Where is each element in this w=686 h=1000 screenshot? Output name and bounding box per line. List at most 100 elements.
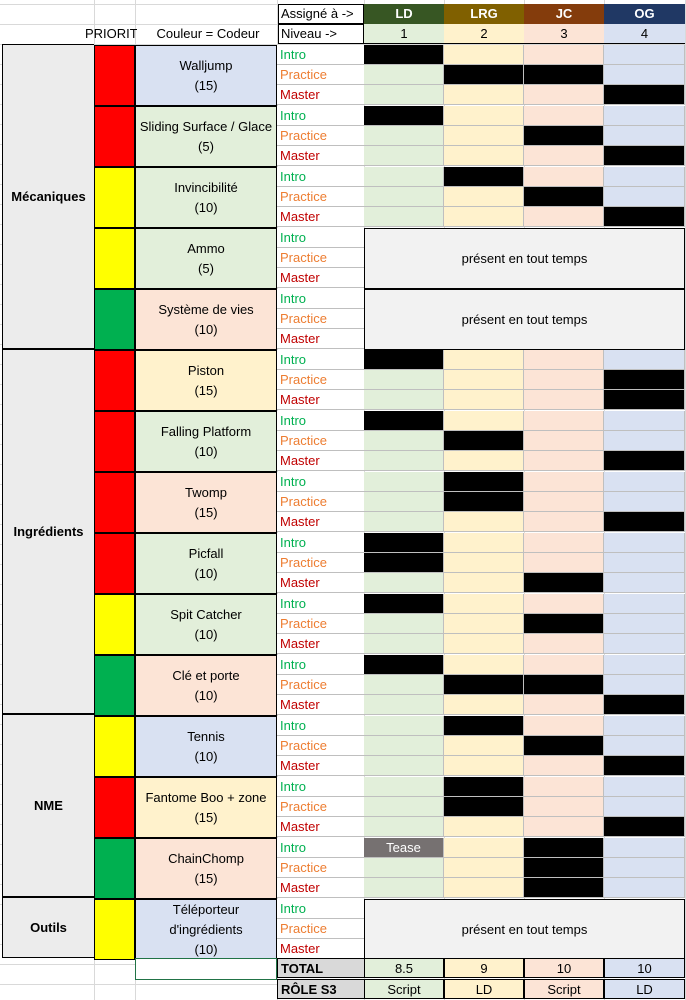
feature-cell[interactable]: Invincibilité (10): [135, 167, 277, 228]
level-cell[interactable]: [604, 411, 685, 431]
level-cell[interactable]: [524, 370, 604, 390]
level-cell[interactable]: [604, 85, 685, 105]
level-cell[interactable]: [604, 126, 685, 146]
level-cell[interactable]: [524, 553, 604, 573]
team-header-og[interactable]: OG: [604, 4, 685, 24]
team-header-jc[interactable]: JC: [524, 4, 604, 24]
feature-cell[interactable]: Clé et porte (10): [135, 655, 277, 716]
feature-cell[interactable]: Fantome Boo + zone (15): [135, 777, 277, 838]
level-cell[interactable]: [604, 533, 685, 553]
level-cell[interactable]: [444, 126, 524, 146]
feature-cell[interactable]: Téléporteur d'ingrédients (10): [135, 899, 277, 960]
level-cell[interactable]: [604, 655, 685, 675]
level-cell[interactable]: [604, 817, 685, 837]
level-cell[interactable]: [444, 167, 524, 187]
level-cell[interactable]: [604, 350, 685, 370]
feature-cell[interactable]: Ammo (5): [135, 228, 277, 289]
level-cell[interactable]: [444, 777, 524, 797]
level-cell[interactable]: [364, 777, 444, 797]
level-cell[interactable]: [364, 634, 444, 654]
level-cell[interactable]: [364, 350, 444, 370]
level-cell[interactable]: [524, 492, 604, 512]
level-cell[interactable]: [364, 472, 444, 492]
level-cell[interactable]: [364, 675, 444, 695]
level-cell[interactable]: [524, 716, 604, 736]
level-cell[interactable]: [524, 695, 604, 715]
level-cell[interactable]: [524, 797, 604, 817]
level-cell[interactable]: [524, 533, 604, 553]
level-cell[interactable]: [364, 85, 444, 105]
level-cell[interactable]: [444, 492, 524, 512]
level-cell[interactable]: [604, 146, 685, 166]
level-cell[interactable]: [524, 207, 604, 227]
level-cell[interactable]: [524, 106, 604, 126]
level-cell[interactable]: [524, 736, 604, 756]
level-cell[interactable]: [444, 594, 524, 614]
level-cell[interactable]: [364, 411, 444, 431]
level-cell[interactable]: [524, 146, 604, 166]
level-cell[interactable]: [524, 777, 604, 797]
level-cell[interactable]: [444, 451, 524, 471]
feature-cell[interactable]: Walljump (15): [135, 45, 277, 106]
level-cell[interactable]: [444, 736, 524, 756]
level-cell[interactable]: [364, 716, 444, 736]
level-cell[interactable]: [444, 146, 524, 166]
feature-cell[interactable]: Spit Catcher (10): [135, 594, 277, 655]
level-cell[interactable]: [604, 167, 685, 187]
level-cell[interactable]: [364, 655, 444, 675]
level-cell[interactable]: [524, 634, 604, 654]
feature-cell[interactable]: Picfall (10): [135, 533, 277, 594]
level-cell[interactable]: [444, 85, 524, 105]
level-cell[interactable]: [364, 45, 444, 65]
level-cell[interactable]: [604, 451, 685, 471]
level-cell[interactable]: [524, 65, 604, 85]
feature-cell[interactable]: Tennis (10): [135, 716, 277, 777]
level-cell[interactable]: [364, 553, 444, 573]
level-cell[interactable]: [444, 858, 524, 878]
level-cell[interactable]: [604, 797, 685, 817]
level-cell[interactable]: [364, 126, 444, 146]
level-cell[interactable]: [524, 858, 604, 878]
level-cell[interactable]: [364, 858, 444, 878]
level-cell[interactable]: [444, 390, 524, 410]
level-cell[interactable]: [524, 187, 604, 207]
level-cell[interactable]: [364, 695, 444, 715]
level-cell[interactable]: [444, 45, 524, 65]
team-header-lrg[interactable]: LRG: [444, 4, 524, 24]
level-cell[interactable]: [444, 817, 524, 837]
level-cell[interactable]: [444, 716, 524, 736]
level-cell[interactable]: [604, 65, 685, 85]
level-cell[interactable]: [604, 756, 685, 776]
level-cell[interactable]: [524, 512, 604, 532]
level-cell[interactable]: [524, 594, 604, 614]
level-cell[interactable]: [364, 65, 444, 85]
level-cell[interactable]: [444, 573, 524, 593]
level-cell[interactable]: [364, 167, 444, 187]
team-header-ld[interactable]: LD: [364, 4, 444, 24]
level-cell[interactable]: [604, 716, 685, 736]
level-cell[interactable]: [604, 838, 685, 858]
level-cell[interactable]: [604, 634, 685, 654]
level-cell[interactable]: [604, 390, 685, 410]
level-cell[interactable]: [524, 472, 604, 492]
level-cell[interactable]: [444, 370, 524, 390]
level-cell[interactable]: [524, 411, 604, 431]
level-cell[interactable]: [524, 838, 604, 858]
level-cell[interactable]: [604, 207, 685, 227]
level-cell[interactable]: [604, 736, 685, 756]
level-cell[interactable]: [524, 85, 604, 105]
level-cell[interactable]: [364, 492, 444, 512]
level-cell[interactable]: [444, 106, 524, 126]
level-cell[interactable]: [524, 126, 604, 146]
feature-cell[interactable]: Falling Platform (10): [135, 411, 277, 472]
level-cell[interactable]: [604, 492, 685, 512]
level-cell[interactable]: [604, 106, 685, 126]
level-cell[interactable]: [604, 472, 685, 492]
tease-cell[interactable]: Tease: [364, 838, 444, 858]
level-cell[interactable]: [364, 187, 444, 207]
level-cell[interactable]: [604, 431, 685, 451]
level-cell[interactable]: [364, 533, 444, 553]
level-cell[interactable]: [524, 573, 604, 593]
level-cell[interactable]: [444, 533, 524, 553]
level-cell[interactable]: [604, 675, 685, 695]
